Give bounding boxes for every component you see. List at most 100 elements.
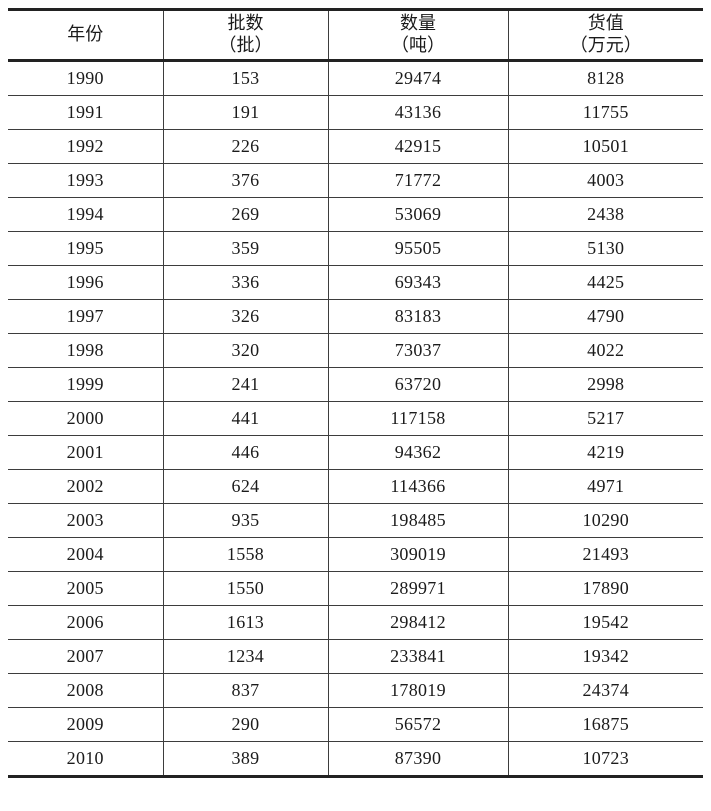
table-cell: 198485 — [328, 503, 509, 538]
table-cell: 63720 — [328, 367, 509, 402]
table-cell: 309019 — [328, 537, 509, 572]
table-cell: 19342 — [508, 639, 703, 674]
table-cell: 1991 — [8, 95, 164, 130]
table-cell: 233841 — [328, 639, 509, 674]
table-cell: 2998 — [508, 367, 703, 402]
table-cell: 289971 — [328, 571, 509, 606]
table-cell: 4425 — [508, 265, 703, 300]
table-cell: 8128 — [508, 60, 703, 96]
header-unit: （批） — [218, 35, 273, 55]
table-cell: 2009 — [8, 707, 164, 742]
table-cell: 1993 — [8, 163, 164, 198]
table-cell: 19542 — [508, 605, 703, 640]
table-row: 2004 1558 309019 21493 — [8, 537, 703, 572]
table-cell: 1997 — [8, 299, 164, 334]
table-row: 1994 269 53069 2438 — [8, 197, 703, 232]
table-row: 2005 1550 289971 17890 — [8, 571, 703, 606]
table-cell: 21493 — [508, 537, 703, 572]
table-cell: 837 — [163, 673, 329, 708]
table-cell: 1613 — [163, 605, 329, 640]
table-cell: 24374 — [508, 673, 703, 708]
header-row: 年份 批数 （批） 数量 （吨） 货值 （万元） — [8, 9, 703, 62]
table-row: 2003 935 198485 10290 — [8, 503, 703, 538]
table-cell: 1994 — [8, 197, 164, 232]
table-cell: 43136 — [328, 95, 509, 130]
table-cell: 2008 — [8, 673, 164, 708]
table-cell: 4003 — [508, 163, 703, 198]
table-cell: 359 — [163, 231, 329, 266]
table-cell: 191 — [163, 95, 329, 130]
table-cell: 10501 — [508, 129, 703, 164]
table-cell: 241 — [163, 367, 329, 402]
table-cell: 1234 — [163, 639, 329, 674]
table-cell: 5217 — [508, 401, 703, 436]
table-cell: 326 — [163, 299, 329, 334]
table-row: 1992 226 42915 10501 — [8, 129, 703, 164]
table-cell: 94362 — [328, 435, 509, 470]
table-cell: 226 — [163, 129, 329, 164]
table-cell: 624 — [163, 469, 329, 504]
table-row: 1990 153 29474 8128 — [8, 60, 703, 96]
table-row: 1996 336 69343 4425 — [8, 265, 703, 300]
table-cell: 441 — [163, 401, 329, 436]
table-cell: 1999 — [8, 367, 164, 402]
table-cell: 71772 — [328, 163, 509, 198]
table-row: 2002 624 114366 4971 — [8, 469, 703, 504]
table-row: 2008 837 178019 24374 — [8, 673, 703, 708]
table-cell: 2005 — [8, 571, 164, 606]
table-cell: 56572 — [328, 707, 509, 742]
table-cell: 95505 — [328, 231, 509, 266]
table-cell: 87390 — [328, 741, 509, 777]
header-unit: （万元） — [569, 35, 642, 55]
table-cell: 29474 — [328, 60, 509, 96]
table-cell: 2004 — [8, 537, 164, 572]
header-label: 数量 — [400, 13, 436, 34]
table-row: 2001 446 94362 4219 — [8, 435, 703, 470]
table-cell: 178019 — [328, 673, 509, 708]
table-cell: 42915 — [328, 129, 509, 164]
table-cell: 117158 — [328, 401, 509, 436]
table-row: 2006 1613 298412 19542 — [8, 605, 703, 640]
table-cell: 16875 — [508, 707, 703, 742]
table-header: 年份 批数 （批） 数量 （吨） 货值 （万元） — [8, 9, 703, 62]
table-cell: 1992 — [8, 129, 164, 164]
table-cell: 10723 — [582, 748, 629, 768]
table-cell: 298412 — [328, 605, 509, 640]
table-cell: 290 — [163, 707, 329, 742]
table-row: 1993 376 71772 4003 — [8, 163, 703, 198]
table-cell: 153 — [163, 60, 329, 96]
table-cell: 389 — [163, 741, 329, 777]
header-cell-batches: 批数 （批） — [163, 9, 329, 62]
table-cell: 2010 — [8, 741, 164, 777]
header-label: 年份 — [67, 24, 104, 45]
header-cell-quantity: 数量 （吨） — [328, 9, 509, 62]
table-cell: 4971 — [508, 469, 703, 504]
table-cell: 2001 — [8, 435, 164, 470]
table-body: 1990 153 29474 8128 1991 191 43136 11755 1992 226… — [8, 60, 703, 777]
statistics-table: 年份 批数 （批） 数量 （吨） 货值 （万元） 1990 153 29474 812… — [8, 8, 703, 778]
table-cell: 2000 — [8, 401, 164, 436]
table-cell: 10290 — [508, 503, 703, 538]
table-cell: 2006 — [8, 605, 164, 640]
table-cell: 53069 — [328, 197, 509, 232]
table-cell: 1998 — [8, 333, 164, 368]
table-cell: 320 — [163, 333, 329, 368]
table-cell: 1995 — [8, 231, 164, 266]
table-cell: 4790 — [508, 299, 703, 334]
header-cell-year: 年份 — [8, 9, 164, 62]
header-unit: （吨） — [391, 35, 445, 55]
table-cell: 935 — [163, 503, 329, 538]
table-row: 2000 441 117158 5217 — [8, 401, 703, 436]
table-cell: 2002 — [8, 469, 164, 504]
table-cell: 446 — [163, 435, 329, 470]
table-row: 1999 241 63720 2998 — [8, 367, 703, 402]
table-cell: 336 — [163, 265, 329, 300]
table-cell: 73037 — [328, 333, 509, 368]
table-row: 2010 389 87390 10723 — [8, 741, 703, 777]
table-row: 1995 359 95505 5130 — [8, 231, 703, 266]
table-cell: 2003 — [8, 503, 164, 538]
table-row: 1998 320 73037 4022 — [8, 333, 703, 368]
header-cell-value: 货值 （万元） — [508, 9, 703, 62]
table-cell: 1996 — [8, 265, 164, 300]
